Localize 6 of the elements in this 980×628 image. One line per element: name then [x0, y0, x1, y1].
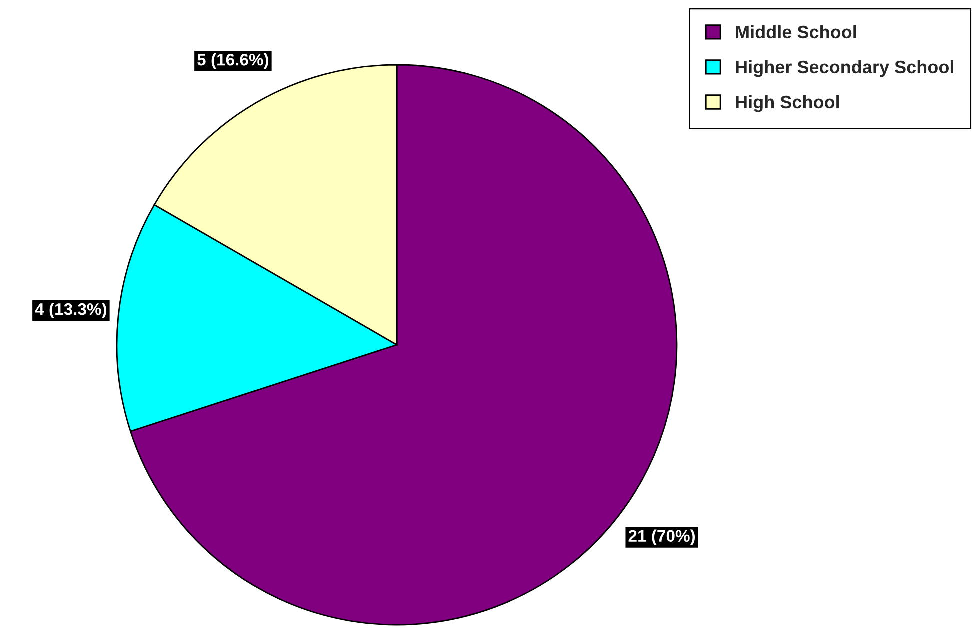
legend-label: High School — [736, 95, 840, 112]
data-label: 21 (70%) — [628, 530, 696, 546]
legend-label: Middle School — [736, 25, 856, 39]
data-label: 5 (16.6%) — [198, 54, 268, 70]
data-label: 4 (13.3%) — [35, 302, 106, 319]
legend-label: Higher Secondary School — [736, 60, 954, 78]
